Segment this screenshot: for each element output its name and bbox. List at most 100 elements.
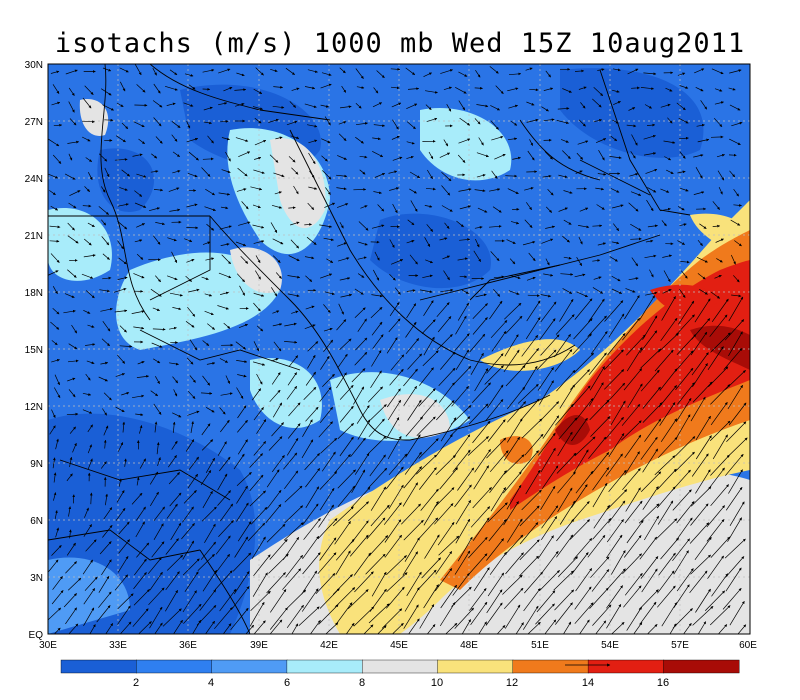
wind-vector <box>675 414 691 439</box>
wind-vector <box>494 153 506 160</box>
wind-vector <box>711 68 724 75</box>
wind-vector <box>271 287 278 297</box>
wind-vector <box>134 239 143 243</box>
wind-vector <box>104 167 110 178</box>
wind-vector <box>201 167 211 177</box>
wind-vector <box>323 327 333 332</box>
wind-vector <box>339 277 351 281</box>
wind-vector <box>390 259 404 265</box>
wind-vector <box>359 169 366 175</box>
wind-vector <box>562 150 571 160</box>
wind-vector <box>372 102 383 108</box>
wind-vector <box>155 136 163 144</box>
wind-vector <box>406 239 415 244</box>
wind-vector <box>526 101 535 106</box>
wind-vector <box>710 332 731 353</box>
wind-vector <box>253 292 265 297</box>
lat-tick-label: 27N <box>25 117 43 128</box>
wind-vector <box>288 156 296 163</box>
wind-vector <box>50 321 60 330</box>
wind-vector <box>51 409 56 418</box>
wind-vector <box>372 150 384 158</box>
wind-vector <box>87 424 93 433</box>
wind-vector <box>205 457 216 473</box>
wind-vector <box>71 324 78 334</box>
wind-vector <box>118 257 127 265</box>
wind-vector <box>169 362 179 366</box>
wind-vector <box>631 134 638 146</box>
wind-vector <box>389 302 400 317</box>
wind-vector <box>454 333 470 351</box>
wind-vector <box>253 407 264 421</box>
wind-vector <box>171 121 181 128</box>
wind-vector <box>136 375 149 378</box>
wind-vector <box>424 205 433 208</box>
wind-vector <box>303 386 317 401</box>
wind-vector <box>507 137 518 141</box>
colorbar: 2 4 6 8 10 12 14 16 <box>60 659 740 689</box>
wind-vector <box>604 369 625 390</box>
wind-vector <box>731 294 742 298</box>
longitude-axis: 30E 33E 36E 39E 42E 45E 48E 51E 54E 57E … <box>39 640 757 651</box>
wind-vector <box>723 348 743 370</box>
lat-tick-label: 6N <box>30 516 43 527</box>
wind-vector <box>645 291 658 296</box>
wind-vector <box>374 172 386 178</box>
wind-vector <box>68 87 75 96</box>
wind-vector <box>536 349 557 371</box>
wind-vector <box>558 207 568 212</box>
wind-vector <box>456 220 464 228</box>
wind-vector <box>538 432 556 456</box>
wind-vector <box>172 421 176 433</box>
wind-vector <box>563 256 572 260</box>
wind-vector <box>449 416 471 437</box>
wind-vector <box>545 258 550 266</box>
wind-vector <box>630 191 642 196</box>
wind-vector <box>598 150 605 161</box>
wind-vector <box>337 155 347 160</box>
wind-vector <box>186 357 194 365</box>
wind-vector <box>202 157 214 161</box>
wind-vector <box>324 202 336 208</box>
wind-vector <box>487 384 504 409</box>
wind-vector <box>269 389 281 403</box>
wind-vector <box>731 121 743 127</box>
wind-vector <box>475 70 481 78</box>
wind-vector <box>354 288 364 295</box>
wind-vector <box>562 288 573 294</box>
wind-vector <box>605 453 623 477</box>
wind-vector <box>643 134 656 140</box>
wind-vector <box>305 305 315 310</box>
wind-vector <box>238 221 251 226</box>
wind-vector <box>291 310 299 314</box>
wind-vector <box>675 397 692 423</box>
wind-vector <box>727 384 743 410</box>
wind-vector <box>556 452 577 474</box>
wind-vector <box>527 150 535 161</box>
wind-vector <box>272 310 280 314</box>
wind-vector <box>578 236 583 245</box>
wind-vector <box>355 136 364 144</box>
wind-vector <box>695 167 703 179</box>
wind-vector <box>355 337 368 351</box>
wind-vector <box>132 394 145 399</box>
wind-vector <box>301 439 314 459</box>
wind-vector <box>555 403 574 426</box>
wind-vector <box>357 273 365 278</box>
wind-vector <box>473 250 481 262</box>
wind-vector <box>507 386 526 410</box>
wind-vector <box>593 86 604 97</box>
wind-vector <box>234 88 247 92</box>
wind-vector <box>67 222 75 231</box>
colorbar-label: 16 <box>657 677 669 689</box>
wind-vector <box>168 455 177 468</box>
wind-vector <box>121 392 130 396</box>
wind-vector <box>608 313 625 338</box>
wind-vector <box>525 67 533 71</box>
wind-vector <box>289 101 297 108</box>
wind-vector <box>275 136 283 140</box>
wind-vector <box>100 307 113 312</box>
wind-vector <box>440 417 457 442</box>
wind-vector <box>68 202 77 209</box>
wind-vector <box>287 275 301 279</box>
